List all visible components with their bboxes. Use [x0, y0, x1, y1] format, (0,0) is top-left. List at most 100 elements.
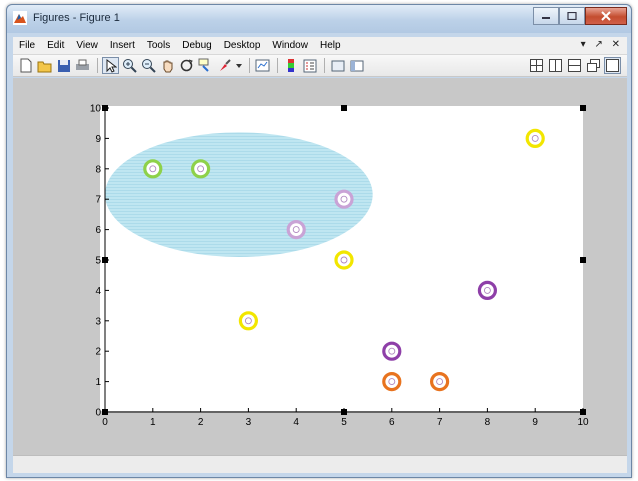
legend-button[interactable] — [301, 57, 318, 74]
menu-view[interactable]: View — [70, 40, 104, 51]
highlight-ellipse — [105, 132, 373, 257]
open-icon — [37, 59, 52, 73]
menu-debug[interactable]: Debug — [176, 40, 217, 51]
selection-handle[interactable] — [341, 409, 347, 415]
marker-ring — [145, 161, 161, 177]
x-tick-label: 7 — [437, 417, 443, 428]
x-tick-label: 2 — [198, 417, 204, 428]
data-point-orange[interactable] — [384, 374, 400, 390]
maximize-icon — [567, 12, 577, 20]
menu-tools[interactable]: Tools — [141, 40, 176, 51]
y-tick-label: 2 — [95, 347, 101, 358]
marker-ring — [193, 161, 209, 177]
brush-icon — [217, 58, 232, 73]
x-tick-label: 0 — [102, 417, 108, 428]
figure-canvas[interactable]: 0 1 2 3 4 5 6 7 8 9 10 0 1 2 3 4 5 6 7 8 9 10 — [13, 78, 627, 455]
close-button[interactable] — [585, 7, 627, 25]
data-point-green[interactable] — [193, 161, 209, 177]
marker-ring — [384, 343, 400, 359]
data-point-purple[interactable] — [479, 282, 495, 298]
save-figure-button[interactable] — [55, 57, 72, 74]
x-tick-label: 8 — [485, 417, 491, 428]
y-tick-label: 0 — [95, 408, 101, 419]
hide-plot-tools-button[interactable] — [329, 57, 346, 74]
brush-dropdown-button[interactable] — [235, 57, 243, 74]
matlab-icon — [13, 11, 27, 25]
data-point-purple[interactable] — [384, 343, 400, 359]
rotate-icon — [179, 58, 194, 73]
marker-ring — [479, 282, 495, 298]
hide-plot-tools-icon — [331, 59, 345, 73]
open-file-button[interactable] — [36, 57, 53, 74]
selection-handle[interactable] — [102, 257, 108, 263]
tile-icon — [530, 59, 543, 72]
marker-ring — [384, 374, 400, 390]
maximize-figure-icon — [606, 59, 619, 72]
data-point-yellow[interactable] — [336, 252, 352, 268]
selection-handle[interactable] — [341, 105, 347, 111]
selection-handle[interactable] — [102, 409, 108, 415]
top-bottom-icon — [568, 59, 581, 72]
float-button[interactable] — [585, 57, 602, 74]
link-plot-button[interactable] — [254, 57, 271, 74]
y-tick-label: 6 — [95, 225, 101, 236]
rotate-3d-button[interactable] — [178, 57, 195, 74]
zoom-in-button[interactable] — [121, 57, 138, 74]
data-cursor-button[interactable] — [197, 57, 214, 74]
zoom-out-icon — [141, 58, 156, 73]
zoom-out-button[interactable] — [140, 57, 157, 74]
zoom-in-icon — [122, 58, 137, 73]
show-plot-tools-button[interactable] — [348, 57, 365, 74]
maximize-button[interactable] — [559, 7, 585, 25]
marker-ring — [240, 313, 256, 329]
dock-controls[interactable]: ▾ ↗ ✕ — [581, 39, 623, 50]
selection-handle[interactable] — [580, 105, 586, 111]
marker-ring — [527, 130, 543, 146]
toolbar-separator — [97, 58, 98, 73]
scatter-plot[interactable]: 0 1 2 3 4 5 6 7 8 9 10 0 1 2 3 4 5 6 7 8 9 10 — [13, 78, 627, 455]
data-point-yellow[interactable] — [240, 313, 256, 329]
left-right-icon — [549, 59, 562, 72]
y-tick-label: 5 — [95, 256, 101, 267]
menu-desktop[interactable]: Desktop — [218, 40, 267, 51]
menu-edit[interactable]: Edit — [41, 40, 70, 51]
x-tick-label: 5 — [341, 417, 347, 428]
maximize-figure-button[interactable] — [604, 57, 621, 74]
data-point-lilac[interactable] — [336, 191, 352, 207]
x-tick-label: 10 — [577, 417, 589, 428]
selection-handle[interactable] — [580, 257, 586, 263]
y-tick-label: 8 — [95, 164, 101, 175]
datacursor-icon — [198, 58, 213, 73]
data-point-yellow[interactable] — [527, 130, 543, 146]
x-tick-label: 1 — [150, 417, 156, 428]
menu-insert[interactable]: Insert — [104, 40, 141, 51]
menu-help[interactable]: Help — [314, 40, 347, 51]
y-tick-label: 1 — [95, 377, 101, 388]
new-figure-button[interactable] — [17, 57, 34, 74]
data-point-orange[interactable] — [432, 374, 448, 390]
data-point-green[interactable] — [145, 161, 161, 177]
print-figure-button[interactable] — [74, 57, 91, 74]
brush-button[interactable] — [216, 57, 233, 74]
selection-handle[interactable] — [102, 105, 108, 111]
tile-button[interactable] — [528, 57, 545, 74]
pan-button[interactable] — [159, 57, 176, 74]
top-bottom-button[interactable] — [566, 57, 583, 74]
left-right-button[interactable] — [547, 57, 564, 74]
title-bar[interactable]: Figures - Figure 1 — [7, 5, 631, 33]
link-icon — [255, 58, 270, 73]
colorbar-button[interactable] — [282, 57, 299, 74]
edit-plot-button[interactable] — [102, 57, 119, 74]
toolbar-separator — [277, 58, 278, 73]
status-bar — [13, 455, 627, 473]
minimize-button[interactable] — [533, 7, 559, 25]
x-tick-label: 4 — [293, 417, 299, 428]
layout-controls — [528, 57, 623, 74]
selection-handle[interactable] — [580, 409, 586, 415]
menu-file[interactable]: File — [13, 40, 41, 51]
data-point-lilac[interactable] — [288, 222, 304, 238]
marker-ring — [432, 374, 448, 390]
print-icon — [75, 59, 90, 73]
menu-window[interactable]: Window — [266, 40, 314, 51]
figure-toolbar — [13, 55, 627, 77]
